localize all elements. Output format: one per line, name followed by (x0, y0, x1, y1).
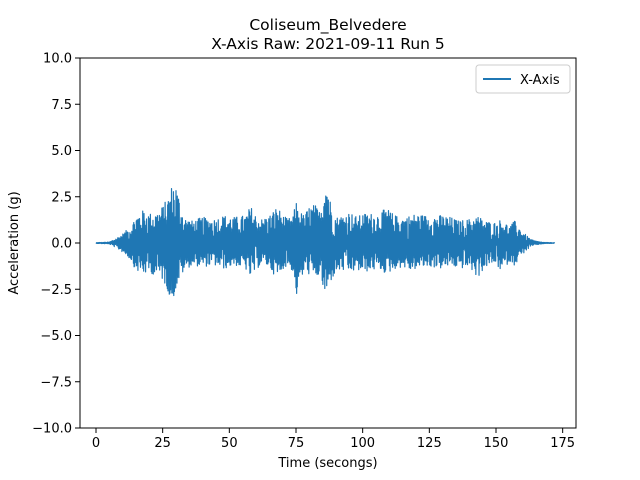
x-tick-label: 175 (550, 436, 575, 451)
x-tick-label: 50 (221, 436, 238, 451)
legend-label: X-Axis (520, 73, 560, 88)
legend: X-Axis (475, 64, 571, 94)
x-tick-label: 150 (484, 436, 509, 451)
legend-box (475, 64, 571, 94)
y-tick-label: 10.0 (43, 52, 72, 67)
x-tick-label: 75 (288, 436, 305, 451)
y-tick-label: 0.0 (51, 237, 72, 252)
y-axis: 10.0 7.5 5.0 2.5 0.0 −2.5 −5.0 −7.5 −10.0 (32, 52, 80, 437)
y-tick-label: −10.0 (32, 422, 72, 437)
x-axis-label: Time (secongs) (277, 456, 377, 471)
chart-subtitle: X-Axis Raw: 2021-09-11 Run 5 (211, 35, 445, 53)
y-tick-label: 5.0 (51, 144, 72, 159)
series-layer (95, 188, 556, 297)
y-tick-label: −5.0 (40, 329, 72, 344)
series-line-x-axis (95, 188, 556, 297)
x-tick-label: 125 (417, 436, 442, 451)
x-tick-label: 25 (154, 436, 171, 451)
y-tick-label: 2.5 (51, 190, 72, 205)
y-tick-label: 7.5 (51, 98, 72, 113)
chart-title: Coliseum_Belvedere (249, 16, 406, 35)
y-tick-label: −2.5 (40, 283, 72, 298)
y-axis-label: Acceleration (g) (7, 191, 22, 294)
x-tick-label: 100 (350, 436, 375, 451)
x-axis: 0 25 50 75 100 125 150 175 (92, 428, 575, 451)
y-tick-label: −7.5 (40, 375, 72, 390)
x-tick-label: 0 (92, 436, 100, 451)
